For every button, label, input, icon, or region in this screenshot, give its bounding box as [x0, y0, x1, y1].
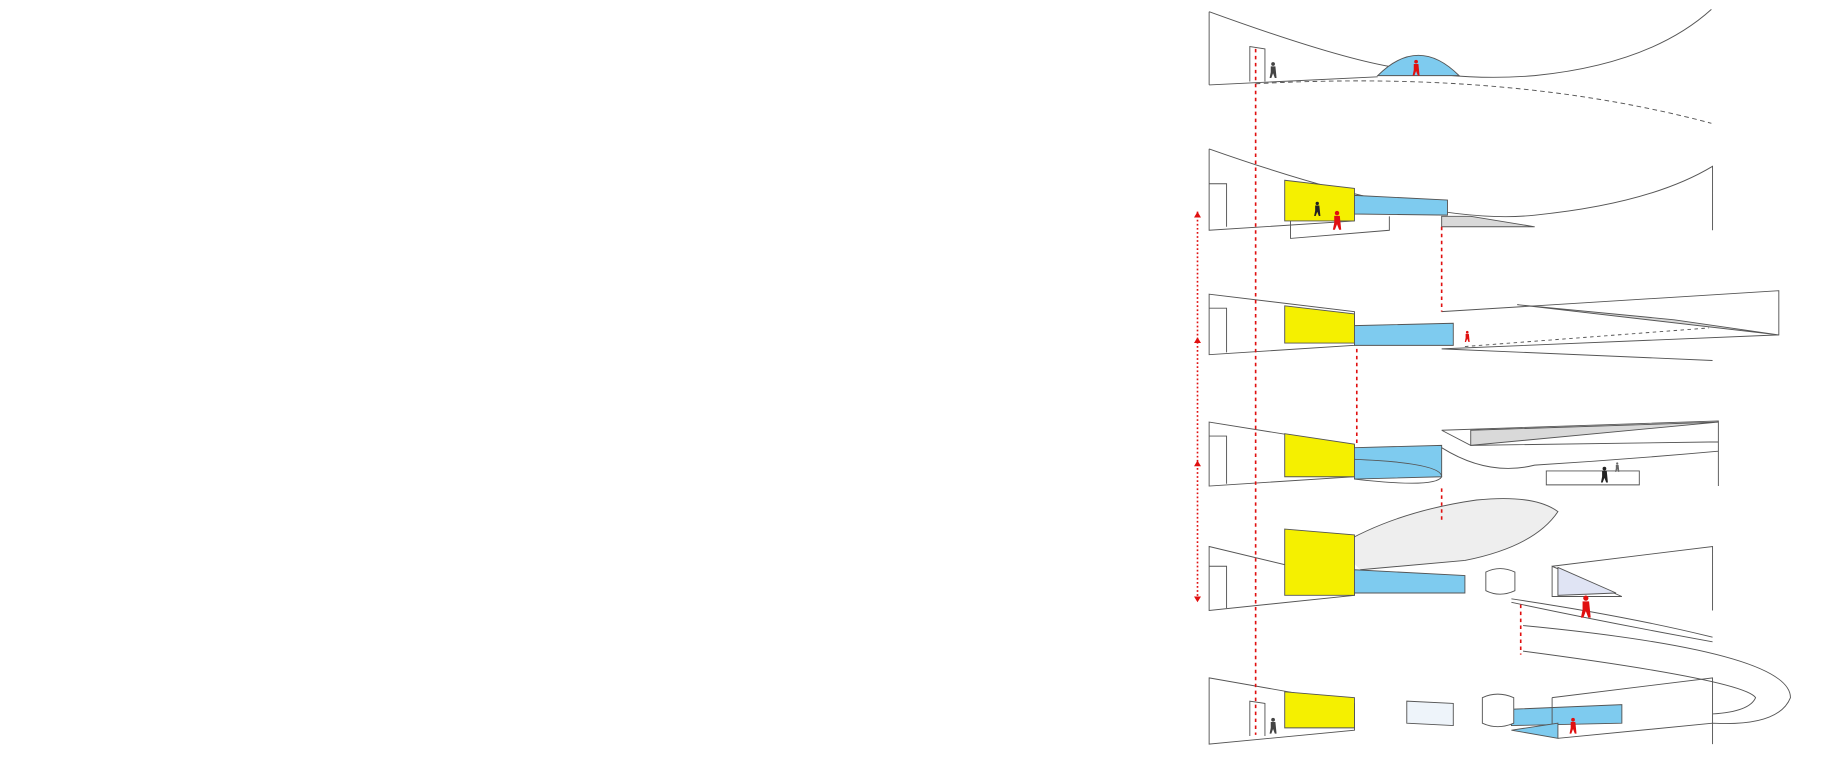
person-body — [1269, 66, 1277, 78]
level2-door — [1209, 183, 1228, 227]
level3-blue — [1353, 322, 1454, 346]
arrow-head — [1194, 460, 1201, 467]
person-head — [1465, 330, 1469, 334]
arrow-head — [1194, 211, 1201, 218]
level5-cylinder — [1485, 568, 1516, 595]
level5-blue — [1353, 569, 1466, 594]
level5-glass — [1557, 566, 1617, 596]
floor-line — [1209, 76, 1378, 86]
level6-cylinder — [1481, 693, 1515, 728]
person-body — [1464, 333, 1470, 342]
level4-wedge — [1470, 421, 1719, 446]
person-body — [1314, 205, 1321, 216]
person-head — [1271, 717, 1275, 722]
person-body — [1412, 64, 1420, 76]
level6-door — [1249, 700, 1266, 737]
level3-right — [1441, 290, 1780, 361]
level6-wedge — [1511, 722, 1559, 739]
level5-ramp — [1511, 598, 1713, 643]
level6-stair — [1406, 700, 1454, 727]
person-head — [1602, 466, 1607, 471]
level5-yellow — [1284, 528, 1355, 596]
person-body — [1569, 722, 1577, 734]
level3-dashed — [1464, 327, 1710, 347]
person-head — [1315, 201, 1319, 206]
person-body — [1600, 470, 1608, 483]
door — [1249, 46, 1266, 82]
level4-bench — [1545, 470, 1640, 486]
person-body — [1332, 215, 1342, 230]
arrow-head — [1194, 596, 1201, 603]
person-head — [1583, 595, 1589, 601]
person-head — [1571, 717, 1575, 722]
person-body — [1269, 722, 1277, 734]
person-body — [1615, 464, 1620, 472]
person-head — [1271, 62, 1275, 66]
level3-door — [1209, 307, 1228, 353]
level3-wedge — [1517, 304, 1779, 336]
floor-dashed — [1255, 80, 1712, 124]
level6-blue — [1510, 704, 1623, 727]
roof-curve — [1208, 9, 1712, 85]
person-head — [1414, 59, 1418, 64]
level2-yellow — [1284, 179, 1355, 222]
level5-tube — [1336, 498, 1559, 571]
level2-wedge — [1441, 215, 1535, 228]
person-head — [1334, 210, 1340, 216]
level5-door — [1209, 565, 1228, 609]
person-body — [1580, 601, 1591, 618]
level6-ramp — [1522, 625, 1791, 739]
level4-ramp — [1354, 458, 1443, 484]
level6-yellow — [1284, 691, 1355, 729]
person-head — [1616, 462, 1619, 465]
arrow-head — [1194, 337, 1201, 344]
level4-yellow — [1284, 433, 1355, 478]
level4-door — [1209, 435, 1228, 484]
level2-blue — [1353, 194, 1448, 216]
level2-counter — [1290, 216, 1390, 239]
level3-yellow — [1284, 305, 1355, 344]
